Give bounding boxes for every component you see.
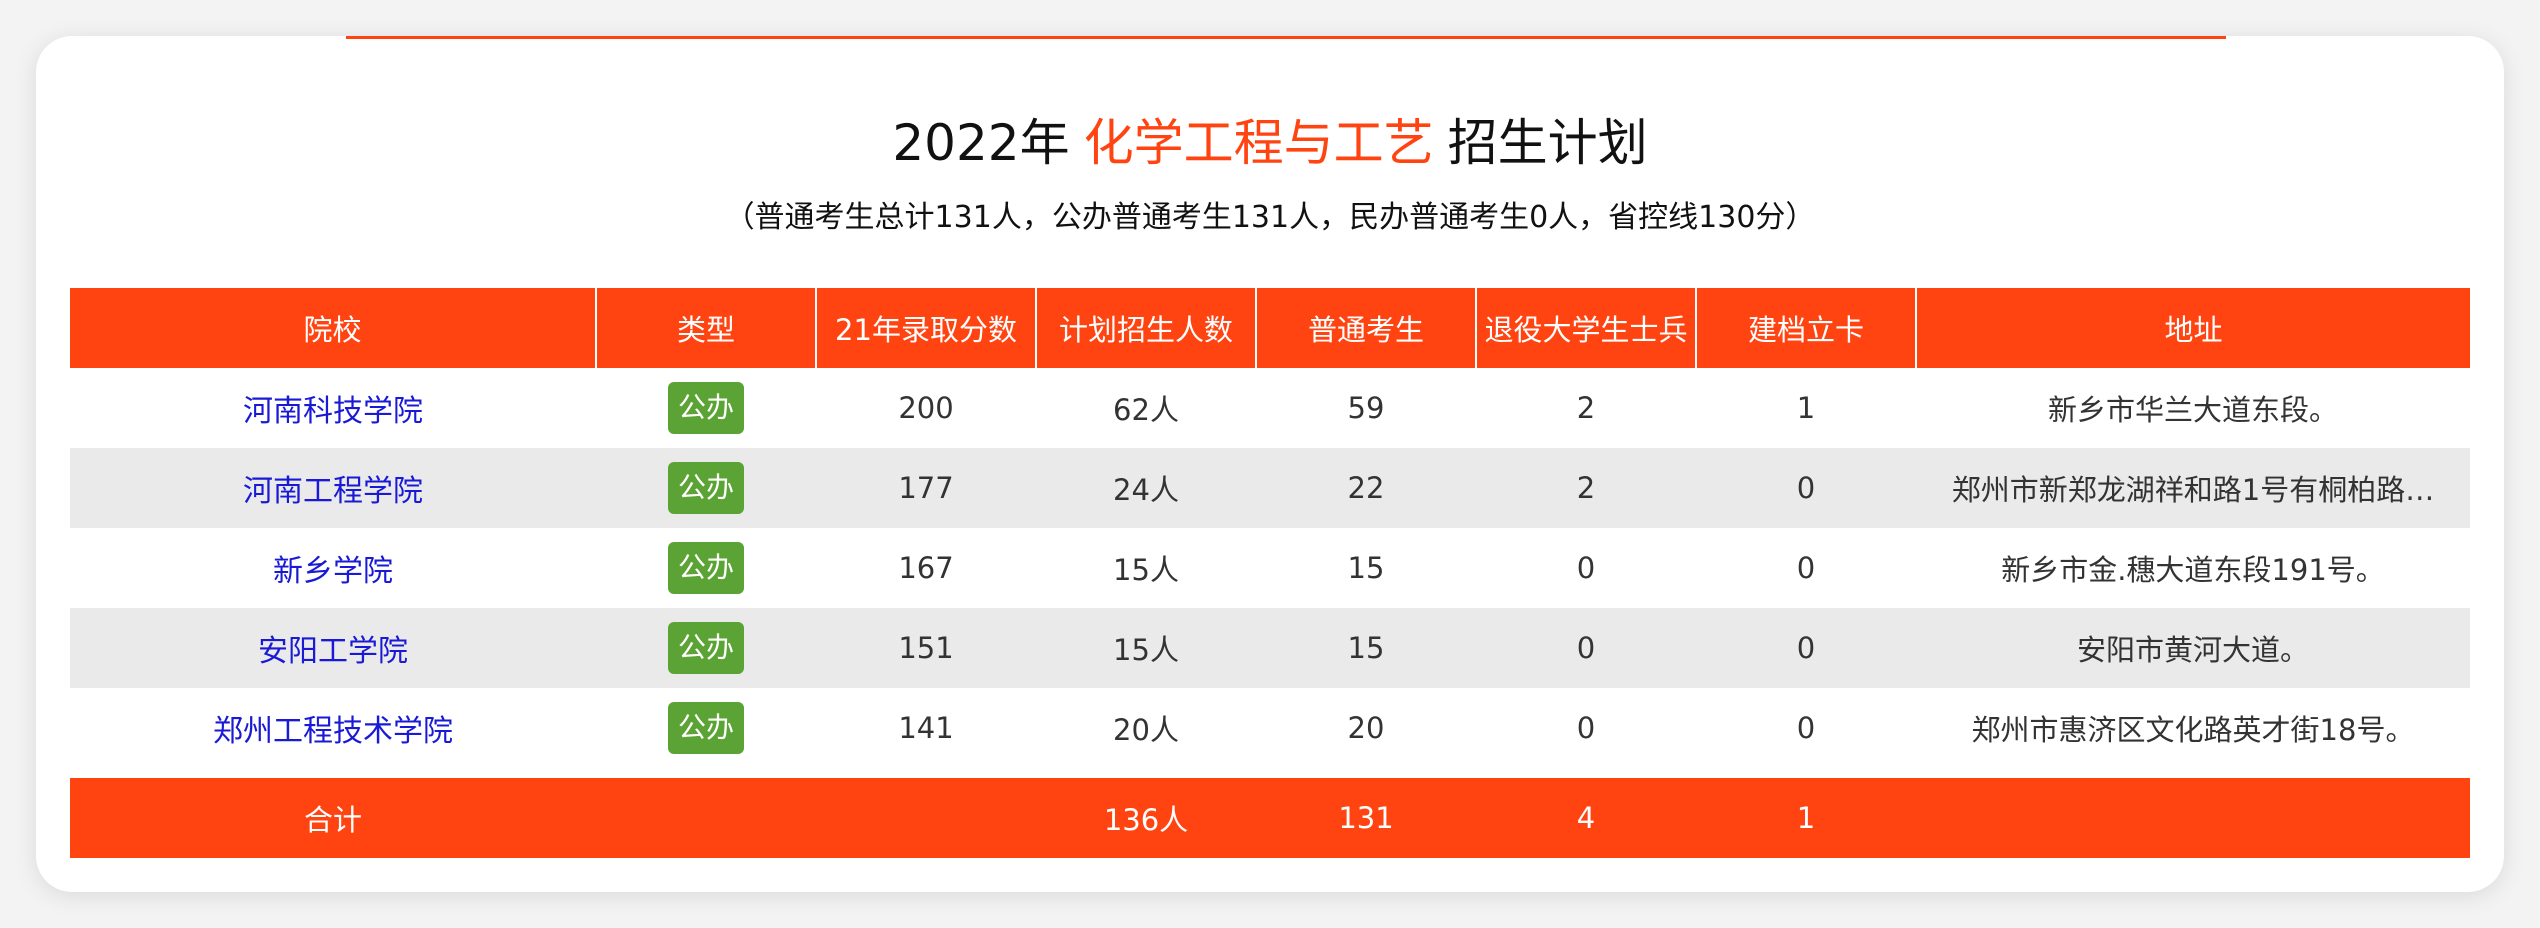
school-link[interactable]: 河南工程学院 bbox=[243, 474, 423, 509]
cell-regular: 59 bbox=[1256, 368, 1476, 448]
total-regular: 131 bbox=[1256, 778, 1476, 858]
cell-plan: 15人 bbox=[1036, 528, 1256, 608]
cell-veteran: 0 bbox=[1476, 528, 1696, 608]
cell-poverty: 0 bbox=[1696, 448, 1916, 528]
cell-score: 141 bbox=[816, 688, 1036, 768]
type-badge: 公办 bbox=[667, 622, 744, 674]
cell-poverty: 1 bbox=[1696, 368, 1916, 448]
cell-type: 公办 bbox=[596, 528, 816, 608]
cell-score: 151 bbox=[816, 608, 1036, 688]
cell-regular: 22 bbox=[1256, 448, 1476, 528]
top-accent-rule bbox=[346, 36, 2226, 39]
cell-address: 安阳市黄河大道。 bbox=[1916, 608, 2470, 688]
col-header-regular: 普通考生 bbox=[1256, 288, 1477, 368]
cell-school: 河南工程学院 bbox=[70, 448, 596, 528]
cell-veteran: 2 bbox=[1476, 368, 1696, 448]
col-header-plan: 计划招生人数 bbox=[1036, 288, 1257, 368]
table-row: 新乡学院 公办 167 15人 15 0 0 新乡市金.穗大道东段191号。 bbox=[70, 528, 2470, 608]
col-header-school: 院校 bbox=[70, 288, 597, 368]
cell-regular: 20 bbox=[1256, 688, 1476, 768]
school-link[interactable]: 新乡学院 bbox=[273, 554, 393, 589]
table-header-row: 院校 类型 21年录取分数 计划招生人数 普通考生 退役大学生士兵 建档立卡 地… bbox=[70, 288, 2470, 368]
col-header-type: 类型 bbox=[596, 288, 817, 368]
total-veteran: 4 bbox=[1476, 778, 1696, 858]
col-header-score: 21年录取分数 bbox=[816, 288, 1037, 368]
cell-veteran: 0 bbox=[1476, 688, 1696, 768]
cell-regular: 15 bbox=[1256, 528, 1476, 608]
col-header-veteran: 退役大学生士兵 bbox=[1476, 288, 1697, 368]
cell-plan: 62人 bbox=[1036, 368, 1256, 448]
cell-score: 200 bbox=[816, 368, 1036, 448]
type-badge: 公办 bbox=[667, 702, 744, 754]
page-title: 2022年 化学工程与工艺 招生计划 bbox=[36, 110, 2504, 176]
school-link[interactable]: 河南科技学院 bbox=[243, 394, 423, 429]
cell-veteran: 0 bbox=[1476, 608, 1696, 688]
cell-poverty: 0 bbox=[1696, 528, 1916, 608]
cell-plan: 20人 bbox=[1036, 688, 1256, 768]
title-major: 化学工程与工艺 bbox=[1083, 114, 1434, 172]
cell-address: 新乡市华兰大道东段。 bbox=[1916, 368, 2470, 448]
total-plan: 136人 bbox=[1036, 778, 1256, 858]
type-badge: 公办 bbox=[667, 542, 744, 594]
total-label: 合计 bbox=[70, 778, 596, 858]
cell-type: 公办 bbox=[596, 448, 816, 528]
total-score bbox=[816, 778, 1036, 858]
title-year: 2022年 bbox=[892, 114, 1070, 172]
cell-regular: 15 bbox=[1256, 608, 1476, 688]
table-row: 河南科技学院 公办 200 62人 59 2 1 新乡市华兰大道东段。 bbox=[70, 368, 2470, 448]
cell-plan: 24人 bbox=[1036, 448, 1256, 528]
enrollment-plan-card: 2022年 化学工程与工艺 招生计划 （普通考生总计131人，公办普通考生131人，… bbox=[36, 36, 2504, 892]
school-link[interactable]: 安阳工学院 bbox=[258, 634, 408, 669]
cell-poverty: 0 bbox=[1696, 608, 1916, 688]
cell-school: 河南科技学院 bbox=[70, 368, 596, 448]
cell-school: 郑州工程技术学院 bbox=[70, 688, 596, 768]
cell-score: 167 bbox=[816, 528, 1036, 608]
title-suffix: 招生计划 bbox=[1447, 114, 1648, 172]
table-total-row: 合计 136人 131 4 1 bbox=[70, 778, 2470, 858]
col-header-poverty: 建档立卡 bbox=[1696, 288, 1917, 368]
school-link[interactable]: 郑州工程技术学院 bbox=[213, 714, 453, 749]
cell-poverty: 0 bbox=[1696, 688, 1916, 768]
table-row: 河南工程学院 公办 177 24人 22 2 0 郑州市新郑龙湖祥和路1号有桐柏… bbox=[70, 448, 2470, 528]
total-poverty: 1 bbox=[1696, 778, 1916, 858]
cell-address: 郑州市新郑龙湖祥和路1号有桐柏路… bbox=[1916, 448, 2470, 528]
page-subtitle: （普通考生总计131人，公办普通考生131人，民办普通考生0人，省控线130分） bbox=[724, 200, 1816, 235]
cell-plan: 15人 bbox=[1036, 608, 1256, 688]
cell-school: 新乡学院 bbox=[70, 528, 596, 608]
cell-address: 新乡市金.穗大道东段191号。 bbox=[1916, 528, 2470, 608]
table-row: 安阳工学院 公办 151 15人 15 0 0 安阳市黄河大道。 bbox=[70, 608, 2470, 688]
col-header-address: 地址 bbox=[1916, 288, 2470, 368]
cell-veteran: 2 bbox=[1476, 448, 1696, 528]
cell-type: 公办 bbox=[596, 688, 816, 768]
table-row: 郑州工程技术学院 公办 141 20人 20 0 0 郑州市惠济区文化路英才街1… bbox=[70, 688, 2470, 768]
type-badge: 公办 bbox=[667, 462, 744, 514]
enrollment-table: 院校 类型 21年录取分数 计划招生人数 普通考生 退役大学生士兵 建档立卡 地… bbox=[70, 288, 2470, 858]
type-badge: 公办 bbox=[667, 382, 744, 434]
total-address bbox=[1916, 778, 2470, 858]
cell-address: 郑州市惠济区文化路英才街18号。 bbox=[1916, 688, 2470, 768]
table-spacer-row bbox=[70, 768, 2470, 778]
cell-type: 公办 bbox=[596, 368, 816, 448]
cell-school: 安阳工学院 bbox=[70, 608, 596, 688]
cell-type: 公办 bbox=[596, 608, 816, 688]
cell-score: 177 bbox=[816, 448, 1036, 528]
total-type bbox=[596, 778, 816, 858]
